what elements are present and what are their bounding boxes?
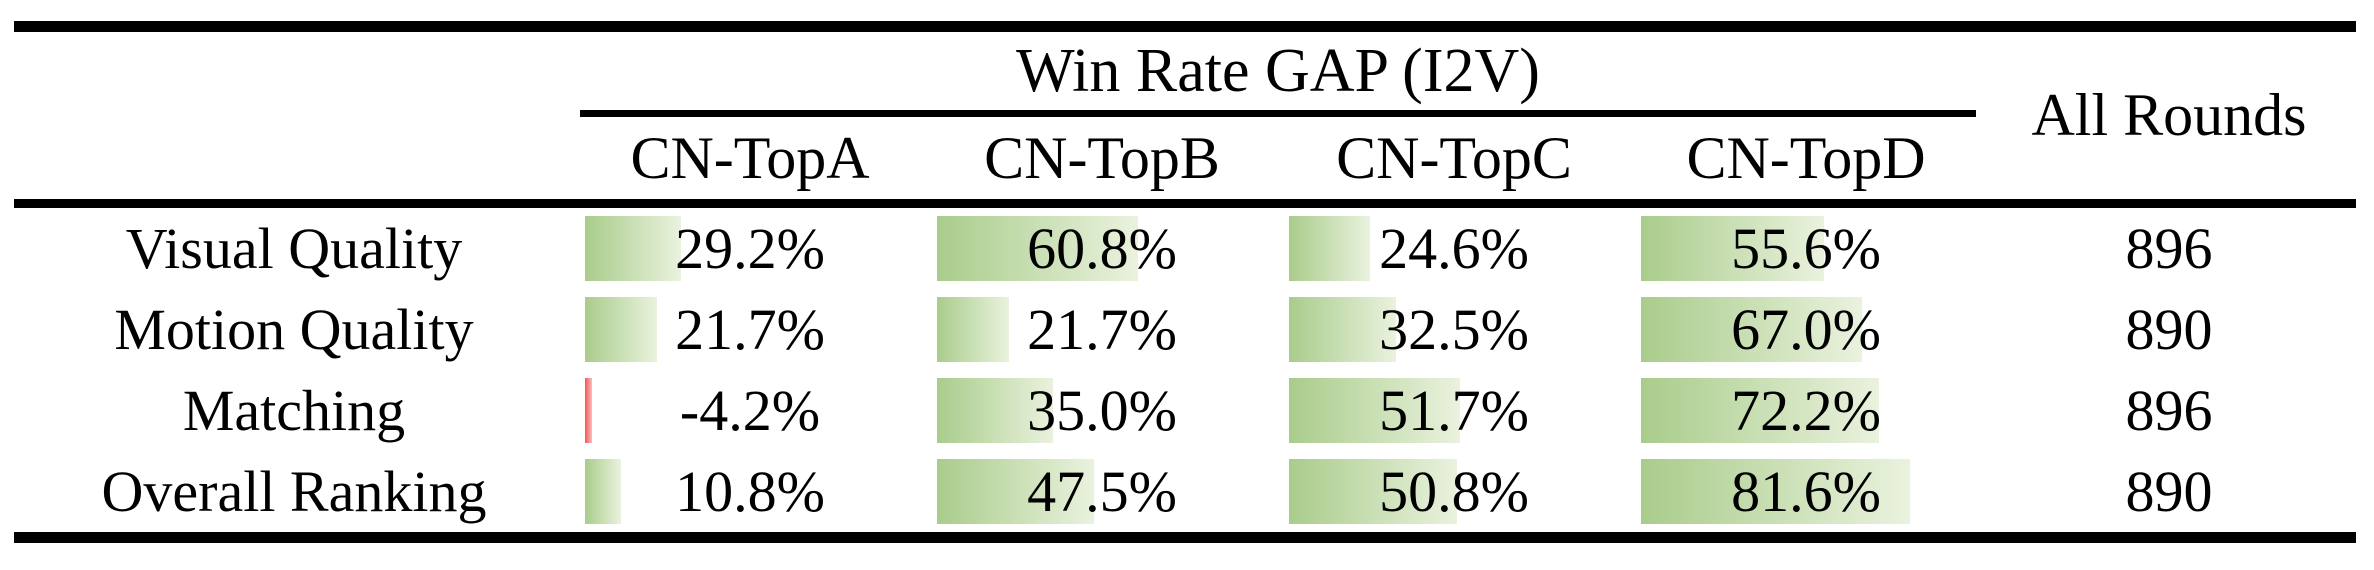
data-bar (937, 216, 1138, 281)
data-bar (585, 297, 657, 362)
all-rounds-value: 896 (2125, 216, 2213, 281)
cell-value: 67.0% (1731, 297, 1881, 362)
data-cell: 67.0% (1630, 289, 1982, 370)
data-cell: 72.2% (1630, 370, 1982, 451)
cell-value: 35.0% (1027, 378, 1177, 443)
all-rounds-value: 896 (2125, 378, 2213, 443)
data-cell: 50.8% (1278, 451, 1630, 532)
group-title: Win Rate GAP (I2V) (1016, 36, 1540, 105)
data-bar-negative (585, 378, 592, 443)
header-bottom-rule (14, 199, 2356, 208)
all-rounds-value: 890 (2125, 297, 2213, 362)
data-bar (1641, 216, 1825, 281)
column-header-all-rounds: All Rounds (2031, 82, 2307, 148)
cell-value: 50.8% (1379, 459, 1529, 524)
cell-value: 21.7% (1027, 297, 1177, 362)
data-bar (1289, 459, 1457, 524)
cell-value: 32.5% (1379, 297, 1529, 362)
data-bar (1641, 459, 1911, 524)
data-cell: 21.7% (574, 289, 926, 370)
data-bar (937, 297, 1009, 362)
cell-value: 60.8% (1027, 216, 1177, 281)
cell-value: -4.2% (679, 378, 821, 443)
table-bottom-rule (14, 532, 2356, 543)
row-label: Overall Ranking (101, 459, 487, 524)
data-cell: -4.2% (574, 370, 926, 451)
cell-value: 10.8% (675, 459, 825, 524)
data-bar (1641, 378, 1880, 443)
data-bar (937, 459, 1094, 524)
data-cell: 47.5% (926, 451, 1278, 532)
data-bar (1289, 297, 1397, 362)
header-group-win-rate-gap: Win Rate GAP (I2V) CN-TopA CN-TopB CN-To… (574, 32, 1982, 199)
data-cell: 21.7% (926, 289, 1278, 370)
data-bar (585, 459, 621, 524)
table-row-matching: Matching -4.2% 35.0% 51.7% 72.2% 896 (14, 370, 2356, 451)
all-rounds-value: 890 (2125, 459, 2213, 524)
data-bar (1289, 216, 1371, 281)
data-cell: 60.8% (926, 208, 1278, 289)
cell-value: 29.2% (675, 216, 825, 281)
data-bar (585, 216, 682, 281)
column-header-cn-topb: CN-TopB (984, 124, 1220, 191)
table-row-overall-ranking: Overall Ranking 10.8% 47.5% 50.8% 81.6% … (14, 451, 2356, 532)
cell-value: 21.7% (675, 297, 825, 362)
row-label: Motion Quality (114, 297, 474, 362)
cell-value: 47.5% (1027, 459, 1177, 524)
cell-value: 55.6% (1731, 216, 1881, 281)
group-underline-rule (580, 110, 1976, 117)
table-body: Visual Quality 29.2% 60.8% 24.6% 55.6% 8… (14, 208, 2356, 532)
cell-value: 81.6% (1731, 459, 1881, 524)
cell-value: 51.7% (1379, 378, 1529, 443)
column-header-cn-topa: CN-TopA (630, 124, 870, 191)
results-table: Win Rate GAP (I2V) CN-TopA CN-TopB CN-To… (14, 21, 2356, 543)
table-row-motion-quality: Motion Quality 21.7% 21.7% 32.5% 67.0% 8… (14, 289, 2356, 370)
cell-value: 72.2% (1731, 378, 1881, 443)
column-headers: CN-TopA CN-TopB CN-TopC CN-TopD (574, 117, 1982, 199)
data-bar (1289, 378, 1460, 443)
data-cell: 29.2% (574, 208, 926, 289)
data-cell: 55.6% (1630, 208, 1982, 289)
data-bar (1641, 297, 1863, 362)
row-label: Visual Quality (125, 216, 463, 281)
data-cell: 51.7% (1278, 370, 1630, 451)
data-cell: 35.0% (926, 370, 1278, 451)
data-bar (937, 378, 1053, 443)
data-cell: 24.6% (1278, 208, 1630, 289)
cell-value: 24.6% (1379, 216, 1529, 281)
table-header: Win Rate GAP (I2V) CN-TopA CN-TopB CN-To… (14, 32, 2356, 199)
table-top-rule (14, 21, 2356, 32)
data-cell: 10.8% (574, 451, 926, 532)
row-label: Matching (182, 378, 406, 443)
column-header-cn-topc: CN-TopC (1336, 124, 1572, 191)
table-row-visual-quality: Visual Quality 29.2% 60.8% 24.6% 55.6% 8… (14, 208, 2356, 289)
data-cell: 81.6% (1630, 451, 1982, 532)
data-cell: 32.5% (1278, 289, 1630, 370)
header-label-spacer (14, 32, 574, 199)
column-header-cn-topd: CN-TopD (1686, 124, 1926, 191)
